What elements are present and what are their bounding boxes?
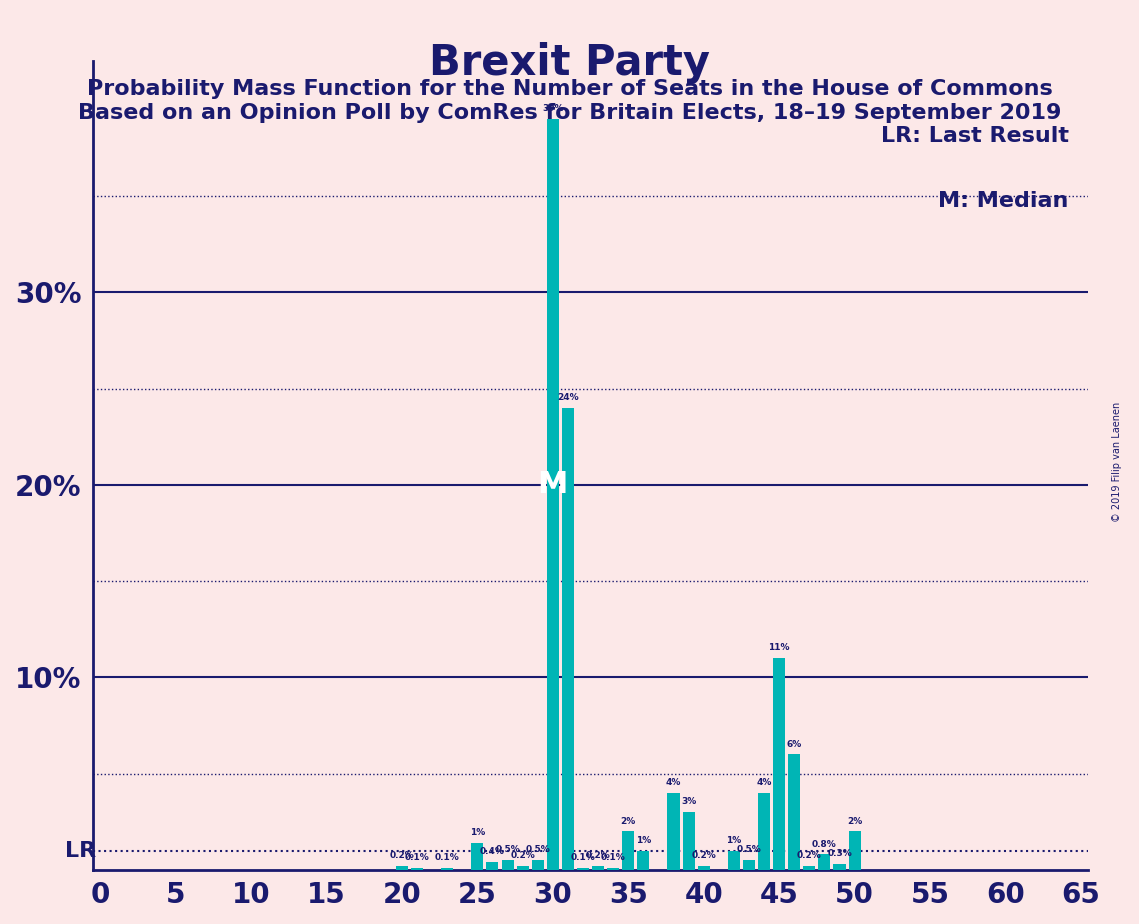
Bar [517,866,528,869]
Bar [834,864,845,869]
Text: 0.2%: 0.2% [797,851,821,860]
Bar [849,832,861,869]
Text: 24%: 24% [557,393,579,402]
Text: Probability Mass Function for the Number of Seats in the House of Commons: Probability Mass Function for the Number… [87,79,1052,99]
Text: LR: LR [65,841,96,860]
Bar [698,866,710,869]
Text: 2%: 2% [621,817,636,826]
Text: 0.8%: 0.8% [812,840,837,849]
Text: 0.5%: 0.5% [525,845,550,855]
Bar [667,793,680,869]
Text: 39%: 39% [542,104,564,113]
Text: M: M [538,470,568,499]
Text: M: Median: M: Median [939,190,1068,211]
Bar [562,407,574,869]
Bar [547,119,559,869]
Bar [682,812,695,869]
Text: 0.5%: 0.5% [495,845,519,855]
Bar [728,851,740,869]
Bar [592,866,604,869]
Bar [411,868,423,869]
Text: LR: Last Result: LR: Last Result [880,126,1068,146]
Text: 1%: 1% [636,836,652,845]
Text: 1%: 1% [469,828,485,837]
Text: 4%: 4% [756,778,772,787]
Bar [501,860,514,869]
Bar [759,793,770,869]
Text: 0.2%: 0.2% [390,851,415,860]
Bar [396,866,408,869]
Bar [486,862,499,869]
Text: 1%: 1% [727,836,741,845]
Text: 0.1%: 0.1% [600,853,625,862]
Text: 2%: 2% [847,817,862,826]
Bar [472,843,483,869]
Text: Based on an Opinion Poll by ComRes for Britain Elects, 18–19 September 2019: Based on an Opinion Poll by ComRes for B… [77,103,1062,124]
Bar [743,860,755,869]
Text: 6%: 6% [787,739,802,748]
Text: 0.2%: 0.2% [585,851,611,860]
Text: © 2019 Filip van Laenen: © 2019 Filip van Laenen [1112,402,1122,522]
Text: 11%: 11% [769,643,790,652]
Text: 0.5%: 0.5% [737,845,761,855]
Text: Brexit Party: Brexit Party [429,42,710,83]
Bar [638,851,649,869]
Bar [819,855,830,869]
Text: 0.1%: 0.1% [435,853,459,862]
Text: 0.2%: 0.2% [691,851,716,860]
Bar [788,754,801,869]
Text: 3%: 3% [681,797,696,807]
Bar [773,658,785,869]
Bar [577,868,589,869]
Text: 0.4%: 0.4% [480,847,505,857]
Text: 0.2%: 0.2% [510,851,535,860]
Bar [607,868,620,869]
Text: 0.1%: 0.1% [571,853,596,862]
Bar [622,832,634,869]
Text: 0.1%: 0.1% [404,853,429,862]
Bar [532,860,543,869]
Bar [803,866,816,869]
Text: 0.3%: 0.3% [827,849,852,858]
Text: 4%: 4% [666,778,681,787]
Bar [441,868,453,869]
